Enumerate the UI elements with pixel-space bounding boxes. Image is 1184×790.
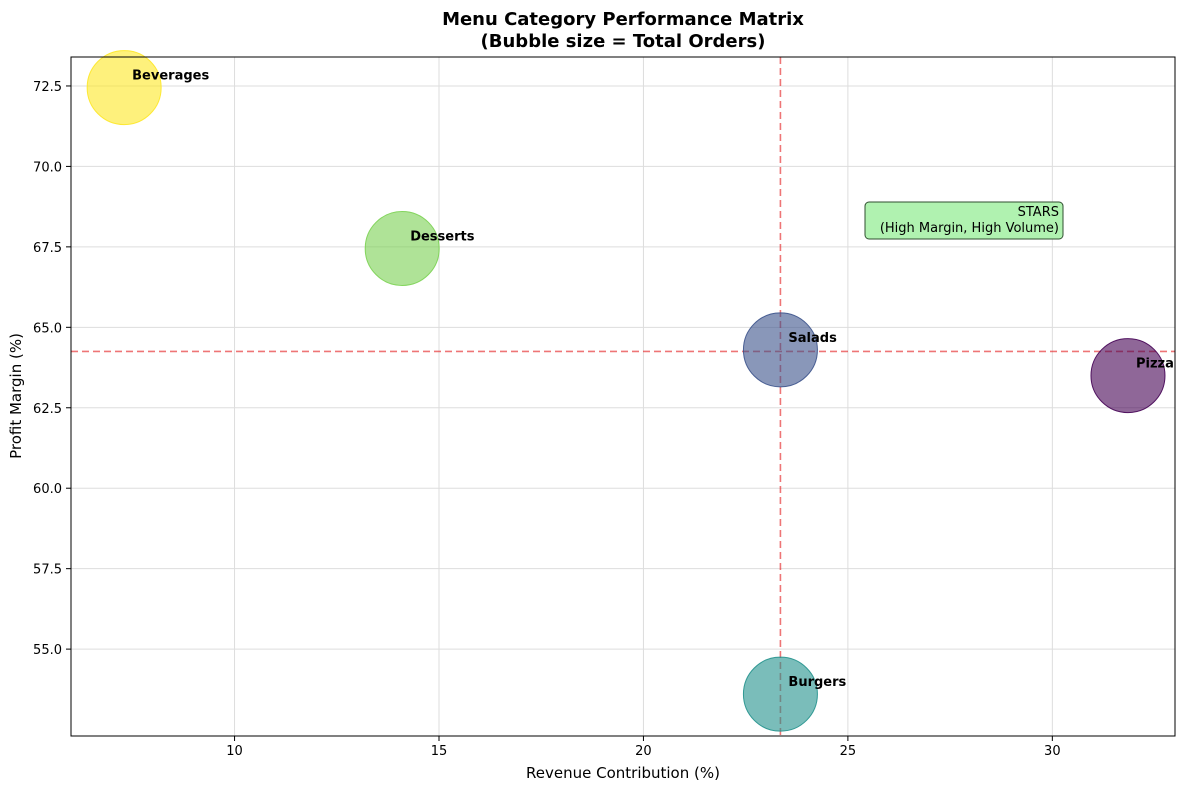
point-labels: Beverages Desserts Salads Pizza Burgers [132, 69, 1174, 691]
chart-title: Menu Category Performance Matrix [442, 9, 804, 30]
y-tick-label: 65.0 [33, 321, 62, 336]
y-tick-label: 72.5 [33, 80, 62, 95]
bubble-pizza [1090, 338, 1166, 414]
x-tick-label: 25 [840, 744, 857, 759]
bubble-salads [742, 312, 818, 388]
x-tick-label: 15 [431, 744, 448, 759]
point-label-pizza: Pizza [1136, 357, 1174, 372]
annotation-box [864, 201, 1064, 240]
x-tick-label: 30 [1044, 744, 1061, 759]
bubble-desserts [364, 210, 440, 286]
bubble-burgers [742, 656, 818, 732]
point-label-desserts: Desserts [410, 229, 475, 244]
bubbles [86, 50, 1166, 732]
y-tick-label: 67.5 [33, 241, 62, 256]
y-tick-label: 70.0 [33, 160, 62, 175]
stars-annotation: STARS (High Margin, High Volume) [864, 201, 1064, 240]
chart-subtitle: (Bubble size = Total Orders) [481, 31, 766, 52]
point-label-beverages: Beverages [132, 69, 209, 84]
y-axis-ticks: 55.0 57.5 60.0 62.5 65.0 67.5 70.0 72.5 [33, 80, 71, 658]
y-tick-label: 62.5 [33, 402, 62, 417]
reference-lines [71, 57, 1175, 736]
x-axis-label: Revenue Contribution (%) [526, 764, 720, 782]
point-label-burgers: Burgers [788, 675, 846, 690]
x-tick-label: 10 [226, 744, 243, 759]
x-tick-label: 20 [635, 744, 652, 759]
bubble-beverages [86, 50, 162, 126]
y-axis-label: Profit Margin (%) [7, 333, 25, 459]
x-axis-ticks: 10 15 20 25 30 [226, 736, 1061, 759]
grid [71, 57, 1175, 736]
y-tick-label: 57.5 [33, 563, 62, 578]
annotation-line-2: (High Margin, High Volume) [880, 221, 1059, 236]
point-label-salads: Salads [788, 331, 837, 346]
plot-area-frame [70, 56, 1176, 737]
annotation-line-1: STARS [1018, 205, 1059, 220]
y-tick-label: 55.0 [33, 643, 62, 658]
y-tick-label: 60.0 [33, 482, 62, 497]
